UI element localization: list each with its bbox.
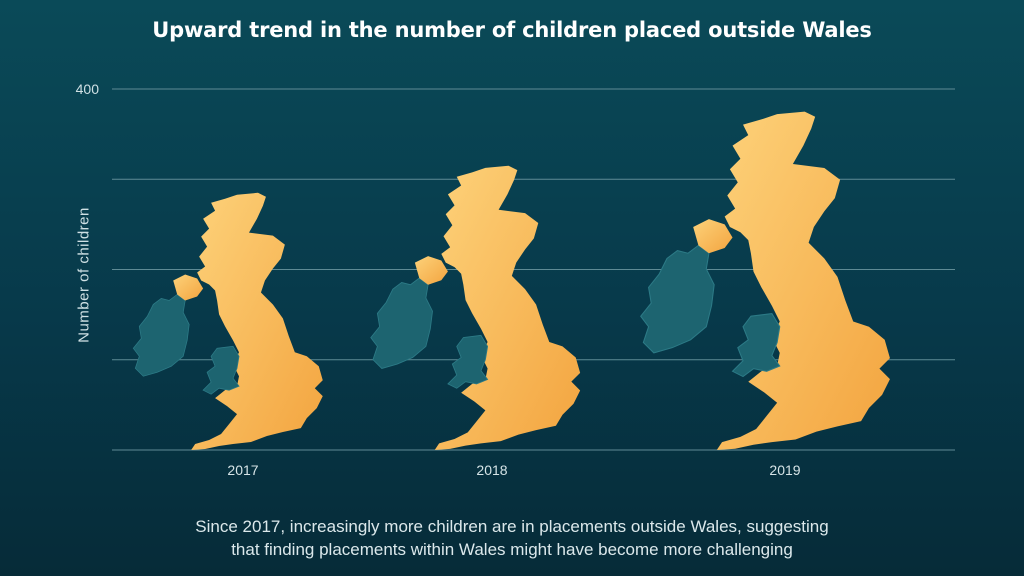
great-britain-shape [191,192,323,450]
x-tick-label-2017: 2017 [227,462,258,478]
x-tick-label-2018: 2018 [476,462,507,478]
ireland-shape [370,277,433,369]
map-marks [132,111,890,450]
northern-ireland-shape [693,219,733,254]
map-mark-2018 [370,165,581,450]
ireland-shape [640,244,715,354]
map-mark-2017 [132,192,323,450]
great-britain-shape [716,111,890,450]
caption-line-2: that finding placements within Wales mig… [231,540,793,559]
wales-shape [202,345,240,395]
northern-ireland-shape [173,274,204,301]
caption-line-1: Since 2017, increasingly more children a… [195,517,829,536]
great-britain-shape [434,165,581,450]
wales-shape [447,334,489,389]
map-mark-2019 [640,111,890,450]
x-ticks: 2017 2018 2019 [227,462,800,478]
ireland-shape [132,293,190,377]
x-tick-label-2019: 2019 [769,462,800,478]
chart-title: Upward trend in the number of children p… [152,18,872,42]
caption: Since 2017, increasingly more children a… [0,515,1024,561]
wales-shape [731,313,781,378]
northern-ireland-shape [414,256,448,285]
y-ticks: 400 [76,81,100,97]
y-tick-label: 400 [76,81,100,97]
